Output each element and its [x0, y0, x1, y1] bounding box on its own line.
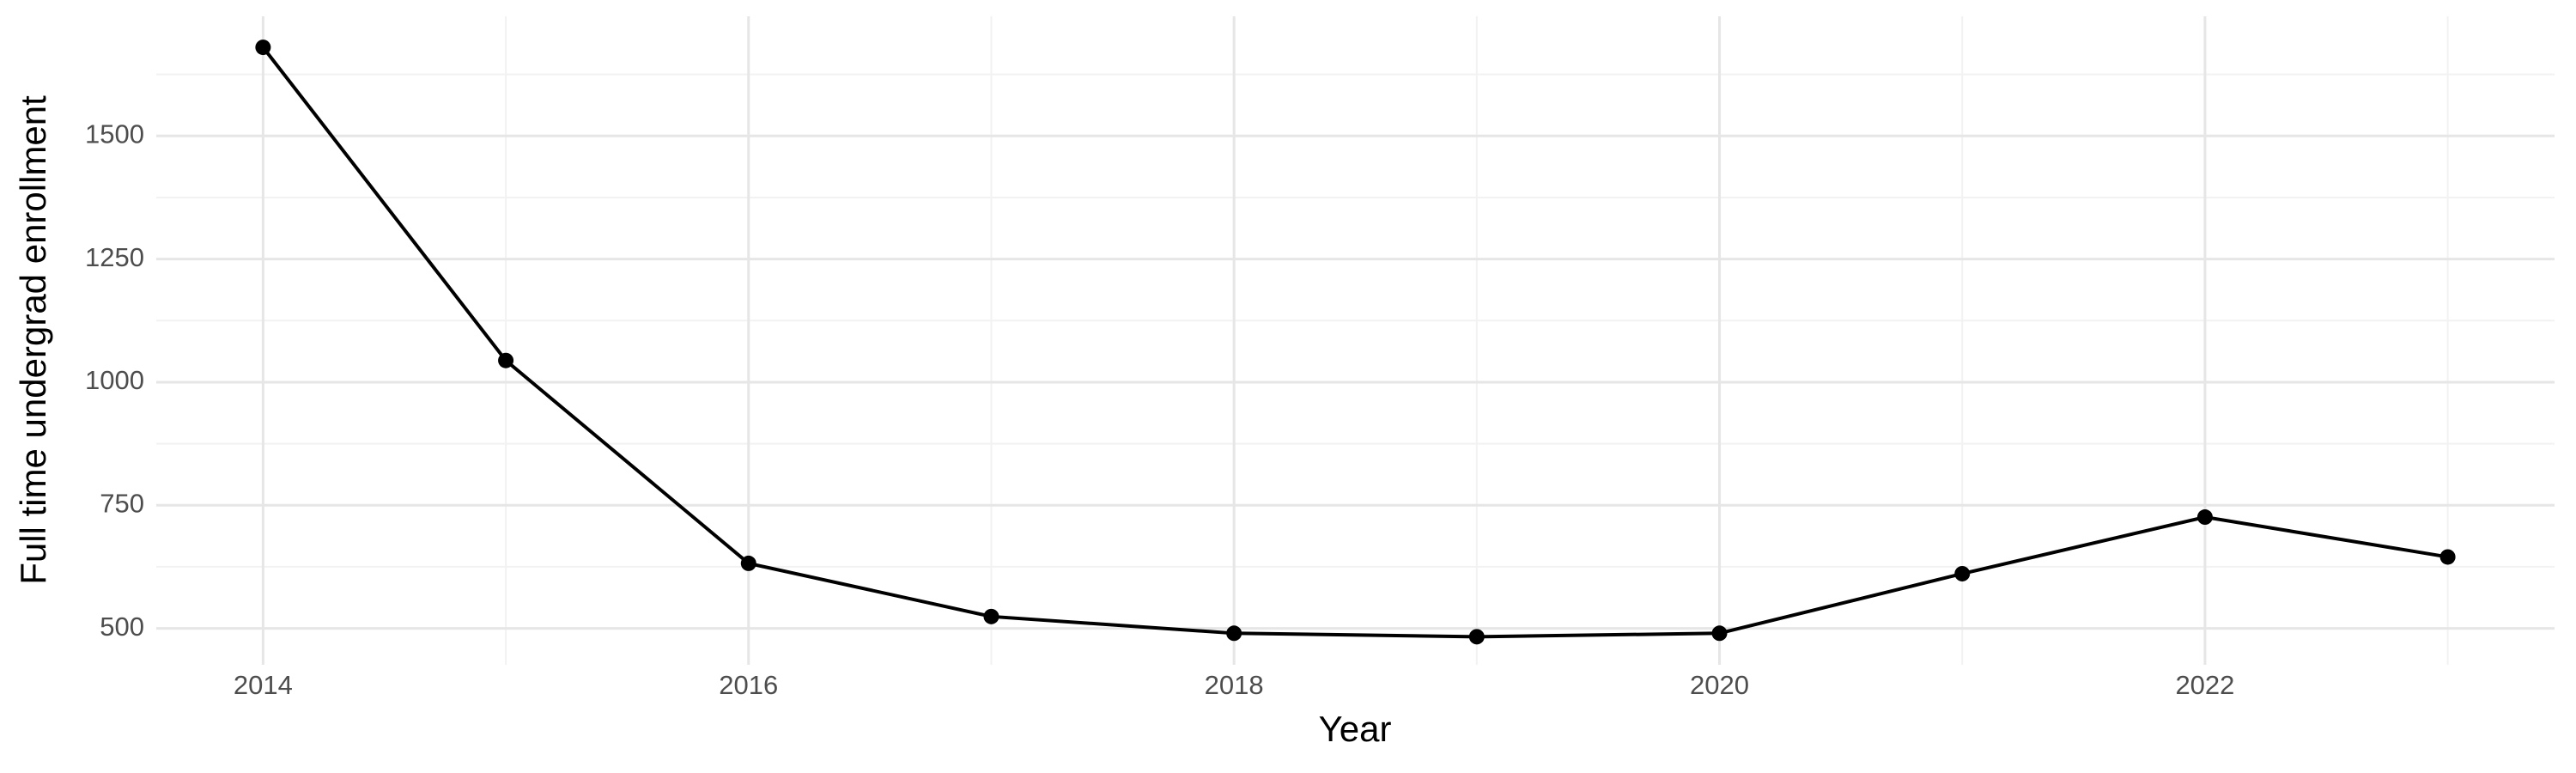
y-tick-label: 500 [100, 612, 144, 642]
x-axis-title: Year [1319, 709, 1392, 749]
point [740, 555, 756, 571]
marks [255, 40, 2456, 645]
point [983, 608, 999, 624]
point [2439, 549, 2456, 565]
y-tick-label: 1500 [85, 119, 144, 149]
x-tick-label: 2022 [2175, 670, 2234, 700]
y-tick-label: 1250 [85, 242, 144, 272]
y-tick-label: 1000 [85, 365, 144, 395]
point [2196, 509, 2213, 526]
grid [156, 16, 2555, 665]
x-tick-label: 2018 [1205, 670, 1264, 700]
y-tick-label: 750 [100, 488, 144, 518]
x-tick-label: 2020 [1690, 670, 1749, 700]
x-tick-label: 2016 [719, 670, 778, 700]
point [498, 352, 514, 368]
line [261, 46, 2448, 639]
x-tick-label: 2014 [234, 670, 293, 700]
point [1711, 625, 1728, 642]
point [1226, 625, 1242, 642]
point [1954, 565, 1971, 581]
point [1468, 629, 1485, 645]
point [255, 40, 271, 56]
y-axis-title: Full time undergrad enrollment [13, 95, 53, 585]
